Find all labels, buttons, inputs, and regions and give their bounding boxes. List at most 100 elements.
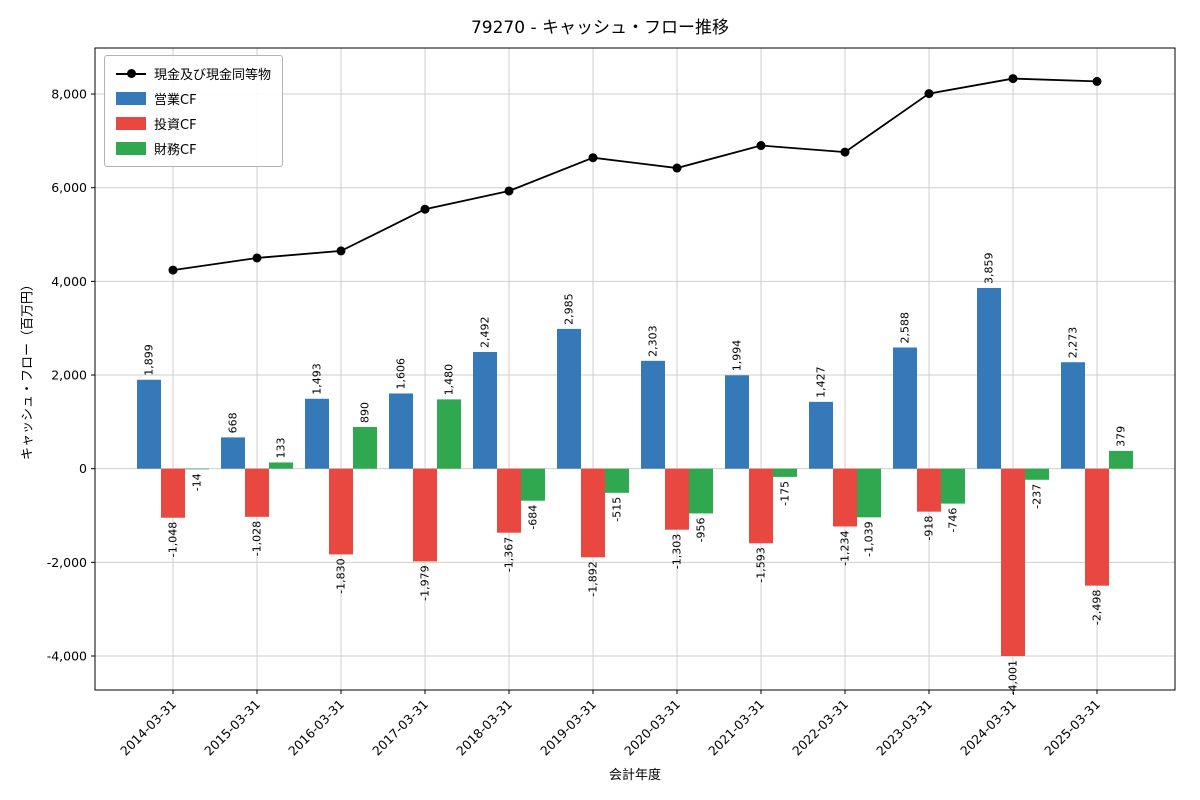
bar-value-label: -237: [1031, 484, 1044, 509]
cash-line-marker-2017-03-31: [420, 204, 430, 214]
y-tick-label: 8,000: [51, 87, 87, 102]
legend-item-operating-cf: 営業CF: [116, 89, 271, 108]
bar-value-label: -1,048: [167, 522, 180, 557]
bar-value-label: 1,480: [443, 364, 456, 396]
bar-value-label: 1,427: [815, 366, 828, 398]
bar-value-label: 2,273: [1067, 327, 1080, 359]
bar-investing-cf-2021-03-31: [749, 468, 773, 544]
bar-value-label: -1,039: [863, 521, 876, 556]
bar-operating-cf-2025-03-31: [1061, 362, 1085, 469]
bar-value-label: 379: [1115, 426, 1128, 447]
y-tick-label: 4,000: [51, 274, 87, 289]
bar-value-label: -1,979: [419, 565, 432, 600]
bar-value-label: -1,830: [335, 558, 348, 593]
bar-investing-cf-2024-03-31: [1001, 468, 1025, 657]
bar-operating-cf-2019-03-31: [557, 328, 581, 469]
bar-value-label: 133: [275, 437, 288, 458]
bar-value-label: 668: [227, 412, 240, 433]
x-tick-label: 2024-03-31: [957, 697, 1019, 759]
bar-value-label: -1,593: [755, 547, 768, 582]
cash-line-marker-2021-03-31: [756, 141, 766, 151]
bar-operating-cf-2020-03-31: [641, 360, 665, 469]
x-tick-label: 2014-03-31: [117, 697, 179, 759]
bar-value-label: -1,892: [587, 561, 600, 596]
line-swatch-dot: [127, 69, 136, 78]
bar-value-label: -956: [695, 517, 708, 542]
legend-item-investing-cf: 投資CF: [116, 114, 271, 133]
bar-investing-cf-2023-03-31: [917, 468, 941, 512]
x-tick-label: 2022-03-31: [789, 697, 851, 759]
legend-item-cash-line: 現金及び現金同等物: [116, 64, 271, 83]
investing-cf-swatch-icon: [116, 117, 146, 130]
bar-value-label: 2,303: [647, 325, 660, 357]
bar-value-label: 2,588: [899, 312, 912, 344]
bar-investing-cf-2020-03-31: [665, 468, 689, 530]
bar-investing-cf-2019-03-31: [581, 468, 605, 558]
legend-label-operating-cf: 営業CF: [154, 93, 197, 108]
bar-value-label: -1,367: [503, 537, 516, 572]
bar-value-label: -918: [923, 516, 936, 541]
bar-investing-cf-2014-03-31: [161, 468, 185, 518]
x-tick-label: 2017-03-31: [369, 697, 431, 759]
plot-border: [94, 47, 1176, 691]
bar-financing-cf-2014-03-31: [185, 468, 209, 470]
bar-investing-cf-2018-03-31: [497, 468, 521, 533]
bar-value-label: -175: [779, 481, 792, 506]
legend: 現金及び現金同等物 営業CF 投資CF 財務CF: [104, 55, 284, 167]
bar-operating-cf-2024-03-31: [977, 287, 1001, 469]
x-tick-label: 2020-03-31: [621, 697, 683, 759]
bar-value-label: 2,492: [479, 316, 492, 348]
cash-line-marker-2020-03-31: [672, 163, 682, 173]
bar-value-label: -1,028: [251, 521, 264, 556]
cash-line-marker-2025-03-31: [1092, 76, 1102, 86]
y-tick-label: 6,000: [51, 180, 87, 195]
bar-value-label: 890: [359, 402, 372, 423]
bar-financing-cf-2021-03-31: [773, 468, 797, 477]
bar-value-label: 1,899: [143, 344, 156, 376]
cash-line: [172, 77, 1098, 272]
bar-financing-cf-2023-03-31: [941, 468, 965, 504]
bar-value-label: -515: [611, 497, 624, 522]
bar-financing-cf-2025-03-31: [1109, 450, 1133, 469]
chart-title: 79270 - キャッシュ・フロー推移: [470, 18, 730, 38]
legend-label-financing-cf: 財務CF: [154, 143, 197, 158]
bar-financing-cf-2015-03-31: [269, 462, 293, 469]
legend-item-financing-cf: 財務CF: [116, 139, 271, 158]
x-tick-label: 2025-03-31: [1041, 697, 1103, 759]
x-axis-label: 会計年度: [608, 768, 661, 783]
cash-line-marker-2022-03-31: [840, 147, 850, 157]
bar-operating-cf-2017-03-31: [389, 393, 413, 469]
cash-line-marker-2024-03-31: [1008, 74, 1018, 84]
bar-value-label: -1,303: [671, 534, 684, 569]
bar-value-label: -684: [527, 505, 540, 530]
bar-investing-cf-2015-03-31: [245, 468, 269, 517]
bar-investing-cf-2022-03-31: [833, 468, 857, 527]
cash-line-marker-2018-03-31: [504, 186, 514, 196]
bar-operating-cf-2014-03-31: [137, 379, 161, 469]
bar-financing-cf-2018-03-31: [521, 468, 545, 501]
bar-value-label: -4,001: [1007, 660, 1020, 695]
bar-financing-cf-2017-03-31: [437, 399, 461, 469]
y-axis-label: キャッシュ・フロー（百万円）: [20, 277, 36, 461]
bar-investing-cf-2017-03-31: [413, 468, 437, 562]
x-tick-label: 2021-03-31: [705, 697, 767, 759]
bar-value-label: -746: [947, 508, 960, 533]
bar-financing-cf-2022-03-31: [857, 468, 881, 518]
bar-financing-cf-2019-03-31: [605, 468, 629, 493]
bar-value-label: 1,606: [395, 358, 408, 390]
bar-value-label: -14: [191, 473, 204, 491]
bar-operating-cf-2015-03-31: [221, 437, 245, 469]
legend-label-cash: 現金及び現金同等物: [154, 68, 272, 83]
cash-line-marker-2019-03-31: [588, 153, 598, 163]
y-tick-label: -2,000: [47, 555, 87, 570]
y-tick-label: -4,000: [47, 649, 87, 664]
bar-operating-cf-2016-03-31: [305, 398, 329, 469]
legend-label-investing-cf: 投資CF: [154, 118, 197, 133]
bar-value-label: -1,234: [839, 530, 852, 565]
bar-financing-cf-2020-03-31: [689, 468, 713, 514]
bar-value-label: -2,498: [1091, 590, 1104, 625]
bar-financing-cf-2016-03-31: [353, 426, 377, 469]
y-tick-label: 0: [79, 461, 87, 476]
